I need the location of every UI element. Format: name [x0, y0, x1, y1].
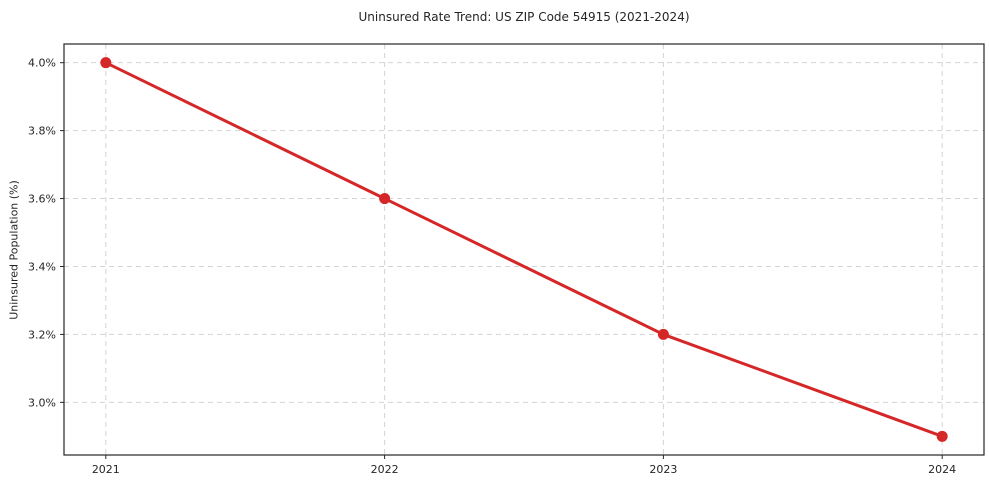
y-tick-label: 3.6% [28, 193, 56, 206]
data-point-2023 [657, 328, 669, 340]
y-tick-label: 3.8% [28, 125, 56, 138]
x-tick-label: 2023 [649, 463, 677, 476]
x-tick-label: 2024 [928, 463, 956, 476]
data-point-2022 [379, 193, 391, 205]
x-tick-label: 2022 [371, 463, 399, 476]
y-tick-label: 3.2% [28, 328, 56, 341]
data-point-2024 [936, 430, 948, 442]
trend-line [104, 61, 944, 438]
plot-border [63, 43, 985, 456]
y-tick-label: 3.4% [28, 260, 56, 273]
x-tick-label: 2021 [92, 463, 120, 476]
y-tick-label: 3.0% [28, 396, 56, 409]
data-point-2021 [100, 57, 112, 69]
chart-title: Uninsured Rate Trend: US ZIP Code 54915 … [358, 10, 690, 24]
y-tick-label: 4.0% [28, 57, 56, 70]
